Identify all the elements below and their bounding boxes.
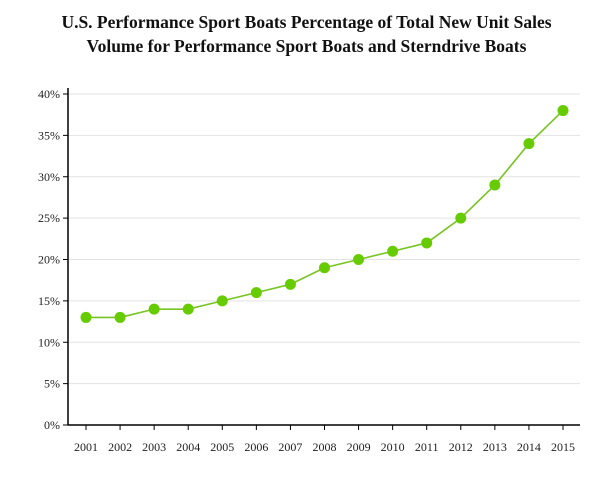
x-tick-label: 2007 <box>278 440 302 454</box>
x-tick-label: 2003 <box>142 440 166 454</box>
data-point <box>353 254 365 265</box>
data-point <box>557 105 569 117</box>
data-point <box>387 245 399 257</box>
y-tick-label: 30% <box>38 170 60 184</box>
data-point <box>182 303 194 315</box>
y-tick-label: 0% <box>44 418 60 432</box>
y-tick-label: 20% <box>38 253 60 267</box>
y-tick-label: 5% <box>44 377 60 391</box>
series-line <box>86 109 564 319</box>
data-point <box>455 212 467 224</box>
y-tick-label: 10% <box>38 335 60 349</box>
data-point <box>421 237 433 249</box>
gridlines <box>68 93 580 385</box>
series <box>80 105 569 323</box>
x-tick-label: 2010 <box>381 440 405 454</box>
x-tick-label: 2014 <box>517 440 541 454</box>
data-point <box>114 311 126 323</box>
y-tick-label: 40% <box>38 87 60 101</box>
y-tick-label: 15% <box>38 294 60 308</box>
x-tick-label: 2005 <box>210 440 234 454</box>
x-tick-label: 2012 <box>449 440 473 454</box>
axes <box>63 88 580 430</box>
x-tick-label: 2015 <box>551 440 575 454</box>
x-tick-label: 2008 <box>313 440 337 454</box>
x-tick-label: 2009 <box>347 440 371 454</box>
data-point <box>148 303 160 315</box>
chart-title-line-2: Volume for Performance Sport Boats and S… <box>86 36 527 56</box>
data-point <box>250 287 262 299</box>
x-tick-label: 2004 <box>176 440 200 454</box>
data-point <box>319 262 330 274</box>
x-tick-label: 2002 <box>108 440 132 454</box>
tick-labels: 0% 5% 10% 15% 20% 25% 30% 35% 40% 2001 2002 2003 200… <box>38 87 575 454</box>
x-tick-label: 2006 <box>244 440 268 454</box>
data-point <box>216 295 228 307</box>
x-tick-label: 2001 <box>74 440 98 454</box>
x-tick-label: 2011 <box>415 440 439 454</box>
chart-title: U.S. Performance Sport Boats Percentage … <box>0 10 613 58</box>
chart-title-line-1: U.S. Performance Sport Boats Percentage … <box>61 12 552 32</box>
data-point <box>284 278 296 290</box>
data-point <box>489 179 501 191</box>
x-tick-label: 2013 <box>483 440 507 454</box>
data-point <box>523 138 535 150</box>
y-tick-label: 25% <box>38 211 60 225</box>
data-point <box>80 311 92 323</box>
y-tick-label: 35% <box>38 128 60 142</box>
